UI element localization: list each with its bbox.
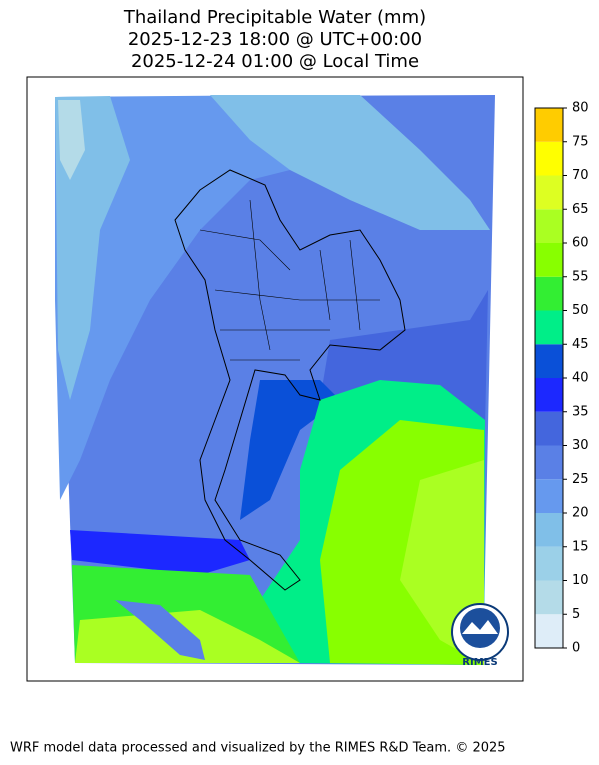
colorbar-bin [535, 378, 563, 412]
colorbar-tick-label: 0 [572, 641, 580, 656]
colorbar-tick-label: 15 [572, 539, 589, 554]
colorbar-bin [535, 614, 563, 648]
colorbar-bin [535, 108, 563, 142]
colorbar-bin [535, 546, 563, 581]
colorbar-bin [535, 580, 563, 615]
country-outline [174, 169, 406, 591]
colorbar-tick-label: 50 [572, 303, 589, 318]
colorbar-bin [535, 445, 563, 480]
colorbar-tick-label: 20 [572, 506, 589, 521]
logo-text: RIMES [462, 657, 497, 668]
colorbar-bin [535, 479, 563, 513]
colorbar-bin [535, 513, 563, 547]
colorbar-bin [535, 411, 563, 446]
colorbar-tick-label: 45 [572, 337, 589, 352]
colorbar-tick-label: 55 [572, 269, 589, 284]
title-line: Thailand Precipitable Water (mm) [123, 7, 426, 28]
colorbar-tick-label: 10 [572, 573, 589, 588]
logo: RIMES [451, 603, 509, 668]
colorbar-tick-label: 25 [572, 472, 589, 487]
colorbar-bin [535, 276, 563, 311]
title-line: 2025-12-23 18:00 @ UTC+00:00 [128, 29, 422, 50]
colorbar-tick-label: 75 [572, 134, 589, 149]
colorbar-tick-label: 5 [572, 607, 580, 622]
colorbar-bin [535, 310, 563, 345]
colorbar-tick-label: 60 [572, 236, 589, 251]
colorbar-tick-label: 30 [572, 438, 589, 453]
colorbar-tick-label: 65 [572, 202, 589, 217]
map-field [55, 95, 495, 665]
colorbar-bin [535, 141, 563, 176]
title-line: 2025-12-24 01:00 @ Local Time [131, 51, 419, 72]
colorbar-bin [535, 175, 563, 210]
colorbar-tick-label: 40 [572, 371, 589, 386]
colorbar: 0 5 10 15 20 25 30 35 40 45 50 55 60 65 70 75 80 [534, 101, 589, 656]
province-lines [199, 199, 380, 361]
colorbar-tick-label: 80 [572, 101, 589, 116]
colorbar-tick-label: 70 [572, 168, 589, 183]
colorbar-bin [535, 243, 563, 277]
colorbar-bin [535, 209, 563, 243]
footer: WRF model data processed and visualized … [10, 741, 506, 756]
colorbar-tick-label: 35 [572, 404, 589, 419]
colorbar-bin [535, 344, 563, 378]
